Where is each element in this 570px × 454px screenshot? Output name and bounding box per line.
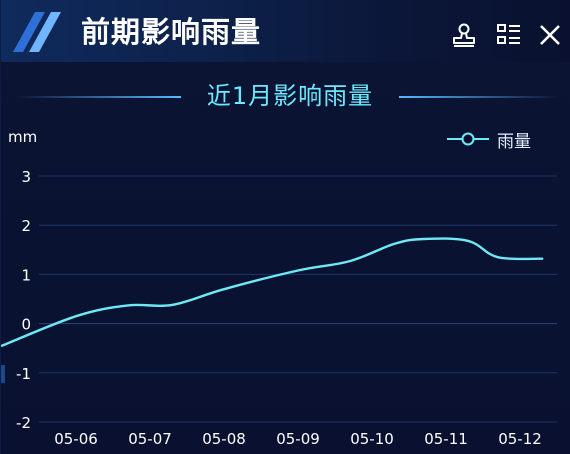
close-icon[interactable] — [537, 22, 563, 48]
x-tick-label: 05-08 — [202, 430, 246, 448]
legend-label: 雨量 — [497, 131, 531, 152]
chart-title: 近1月影响雨量 — [206, 82, 374, 110]
panel-header: 前期影响雨量 — [1, 0, 570, 62]
y-axis-unit: mm — [8, 128, 38, 146]
subtitle-right-line — [399, 96, 559, 98]
x-tick-label: 05-06 — [54, 430, 98, 448]
list-icon[interactable] — [496, 22, 522, 48]
x-tick-label: 05-07 — [128, 430, 172, 448]
x-tick-label: 05-12 — [498, 430, 542, 448]
rainfall-series-line — [1, 237, 544, 347]
y-tick-label: 3 — [21, 168, 31, 186]
y-tick-label: 0 — [21, 316, 31, 334]
chart-legend[interactable]: 雨量 — [447, 127, 531, 152]
y-tick-label: 1 — [21, 266, 31, 284]
legend-line-marker-icon — [447, 132, 489, 146]
x-tick-label: 05-09 — [276, 430, 320, 448]
subtitle-left-line — [15, 96, 181, 98]
y-tick-label: -1 — [16, 365, 31, 383]
x-tick-label: 05-11 — [424, 430, 468, 448]
title-decoration-stripes — [13, 12, 61, 52]
stamp-icon[interactable] — [451, 22, 477, 48]
y-tick-label: -2 — [16, 414, 31, 432]
side-edge-tab[interactable] — [1, 365, 5, 383]
y-tick-label: 2 — [21, 217, 31, 235]
chart-subtitle-bar: 近1月影响雨量 — [1, 74, 570, 114]
panel-title: 前期影响雨量 — [81, 15, 262, 49]
x-tick-label: 05-10 — [350, 430, 394, 448]
